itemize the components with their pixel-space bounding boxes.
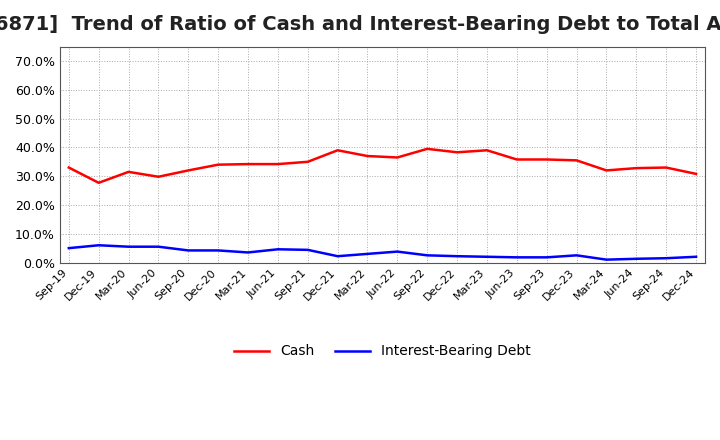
Interest-Bearing Debt [214,248,222,253]
Cash [692,171,701,176]
Cash [303,159,312,165]
Cash [513,157,521,162]
Interest-Bearing Debt [632,256,641,261]
Cash [482,148,491,153]
Interest-Bearing Debt [542,255,551,260]
Interest-Bearing Debt [482,254,491,260]
Cash [214,162,222,167]
Interest-Bearing Debt [572,253,581,258]
Cash [363,154,372,159]
Interest-Bearing Debt [154,244,163,249]
Cash [423,146,431,151]
Interest-Bearing Debt [692,254,701,260]
Legend: Cash, Interest-Bearing Debt: Cash, Interest-Bearing Debt [229,338,536,363]
Interest-Bearing Debt [363,251,372,257]
Interest-Bearing Debt [65,246,73,251]
Title: [6871]  Trend of Ratio of Cash and Interest-Bearing Debt to Total Assets: [6871] Trend of Ratio of Cash and Intere… [0,15,720,34]
Interest-Bearing Debt [513,255,521,260]
Cash [453,150,462,155]
Cash [393,155,402,160]
Cash [333,148,342,153]
Cash [572,158,581,163]
Interest-Bearing Debt [662,256,670,261]
Cash [243,161,252,167]
Line: Interest-Bearing Debt: Interest-Bearing Debt [69,245,696,260]
Line: Cash: Cash [69,149,696,183]
Interest-Bearing Debt [393,249,402,254]
Cash [184,168,193,173]
Interest-Bearing Debt [184,248,193,253]
Interest-Bearing Debt [243,250,252,255]
Cash [154,174,163,180]
Cash [602,168,611,173]
Interest-Bearing Debt [274,247,282,252]
Cash [632,165,641,171]
Cash [125,169,133,175]
Cash [542,157,551,162]
Interest-Bearing Debt [125,244,133,249]
Interest-Bearing Debt [303,247,312,253]
Cash [94,180,103,185]
Cash [65,165,73,170]
Interest-Bearing Debt [453,253,462,259]
Interest-Bearing Debt [94,242,103,248]
Cash [274,161,282,167]
Interest-Bearing Debt [333,253,342,259]
Cash [662,165,670,170]
Interest-Bearing Debt [423,253,431,258]
Interest-Bearing Debt [602,257,611,262]
